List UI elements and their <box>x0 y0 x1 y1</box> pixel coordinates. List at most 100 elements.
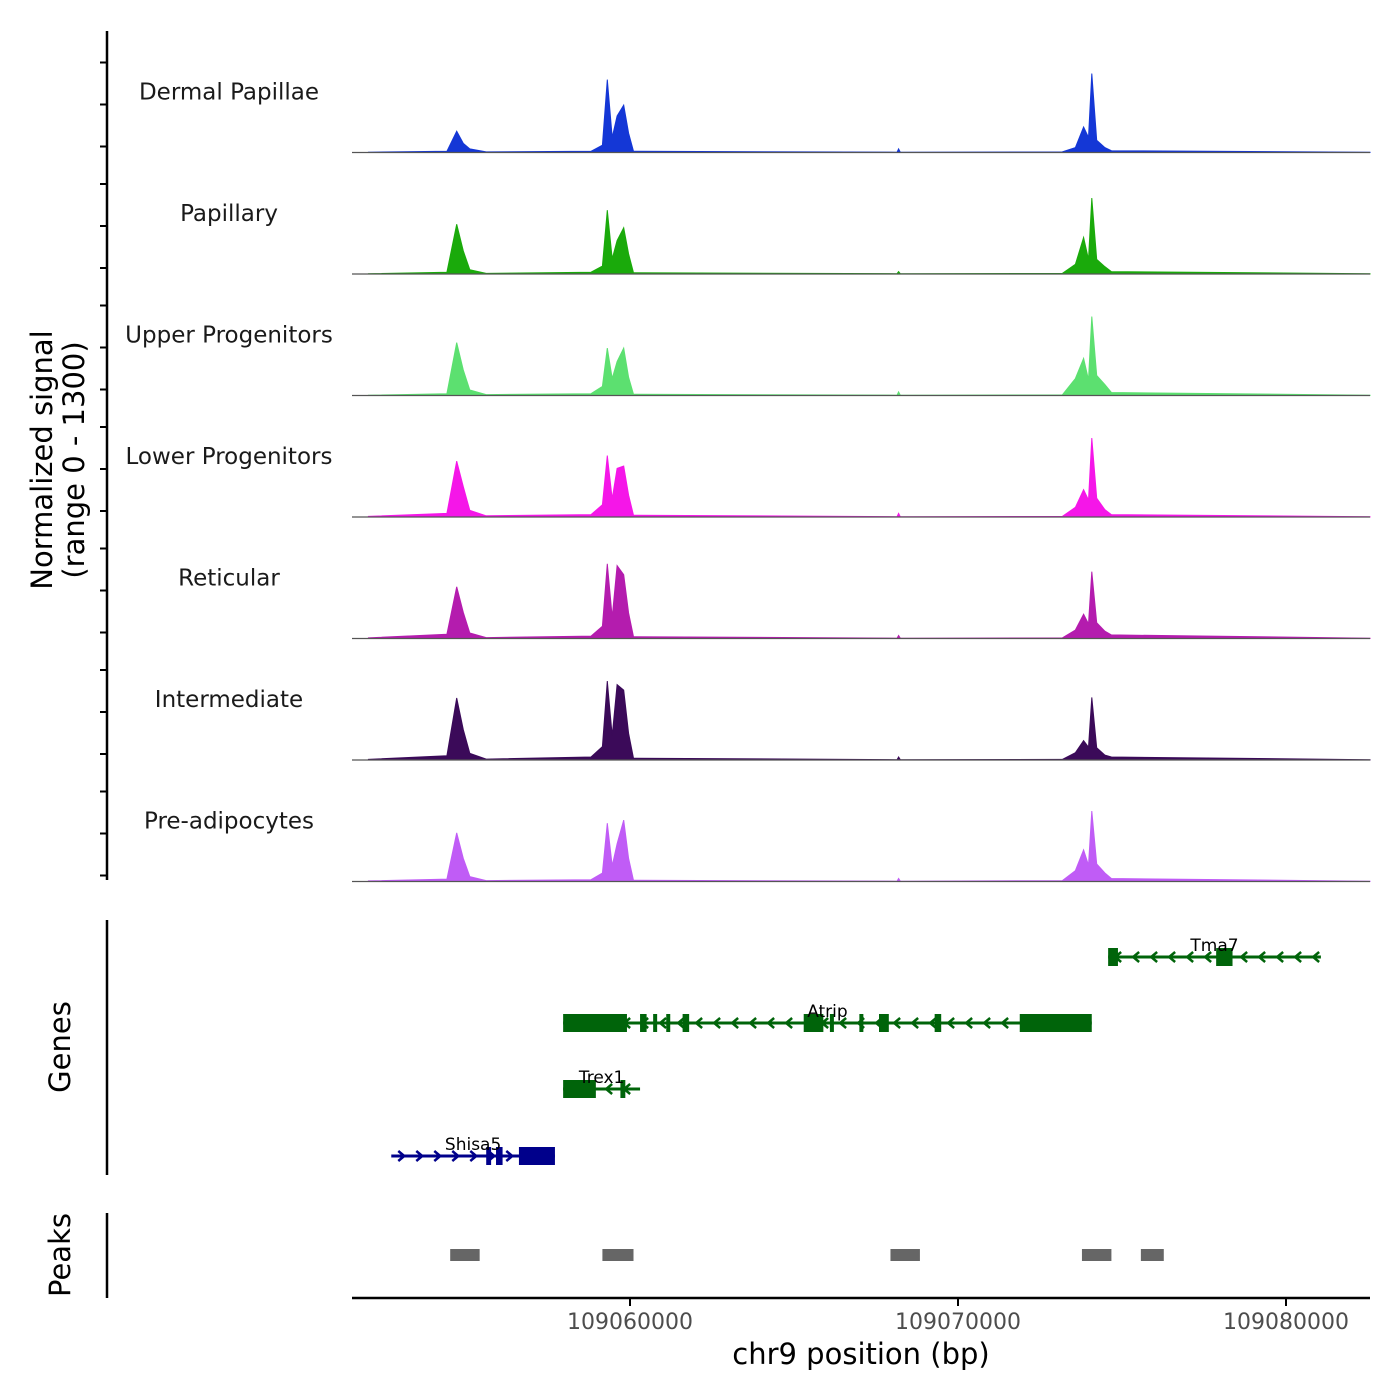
gene-exon <box>518 1147 555 1165</box>
strand-chevron <box>784 1017 793 1029</box>
strand-chevron <box>928 1017 937 1029</box>
strand-chevron <box>964 1017 973 1029</box>
gene-exon <box>486 1147 492 1165</box>
strand-chevron <box>1257 951 1266 963</box>
coverage-area <box>367 316 1371 396</box>
coverage-area <box>367 810 1371 882</box>
gene-exon <box>829 1014 834 1032</box>
y-axis-range-label: (range 0 - 1300) <box>57 341 91 578</box>
strand-chevron <box>1167 951 1176 963</box>
strand-chevron <box>1131 951 1140 963</box>
track-dermal-papillae: Dermal Papillae <box>139 73 1371 154</box>
gene-exon <box>563 1014 627 1032</box>
genes-axis-title: Genes <box>43 1001 77 1093</box>
gene-exon <box>879 1014 889 1032</box>
y-axis-title: Normalized signal <box>25 330 59 589</box>
track-label: Pre-adipocytes <box>144 809 314 835</box>
gene-exon <box>496 1147 503 1165</box>
x-tick-label: 109080000 <box>1223 1310 1349 1335</box>
x-tick-3: 109080000 <box>1223 1298 1349 1335</box>
track-label: Intermediate <box>155 687 303 713</box>
gene-label: Trex1 <box>578 1068 625 1088</box>
x-tick-1: 109060000 <box>567 1298 693 1335</box>
coverage-area <box>367 680 1371 761</box>
strand-chevron <box>766 1017 775 1029</box>
gene-tma7: Tma7 <box>1108 936 1321 966</box>
x-tick-label: 109060000 <box>567 1310 693 1335</box>
track-label: Lower Progenitors <box>126 444 333 470</box>
strand-chevron <box>892 1017 901 1029</box>
strand-chevron <box>451 1150 461 1162</box>
strand-chevron <box>712 1017 721 1029</box>
peak-track <box>450 1249 1164 1261</box>
track-intermediate: Intermediate <box>155 680 1371 761</box>
track-lower-progenitors: Lower Progenitors <box>126 437 1371 518</box>
gene-shisa5: Shisa5 <box>391 1135 555 1165</box>
gene-exon <box>653 1014 658 1032</box>
gene-exon <box>1216 948 1233 966</box>
signal-y-ticks <box>100 61 107 877</box>
track-label: Upper Progenitors <box>125 323 333 349</box>
gene-exon <box>934 1014 942 1032</box>
x-tick-2: 109070000 <box>895 1298 1021 1335</box>
track-label: Papillary <box>180 201 278 227</box>
gene-exon <box>666 1014 671 1032</box>
peak-region <box>890 1249 920 1261</box>
strand-chevron <box>946 1017 955 1029</box>
strand-chevron <box>1239 951 1248 963</box>
strand-chevron <box>838 1017 847 1029</box>
strand-chevron <box>730 1017 739 1029</box>
gene-track: Tma7 Atrip Trex1 Shisa5 <box>391 936 1321 1165</box>
strand-chevron <box>397 1150 407 1162</box>
strand-chevron <box>910 1017 919 1029</box>
gene-exon <box>1019 1014 1092 1032</box>
peak-region <box>450 1249 480 1261</box>
gene-label: Atrip <box>807 1002 848 1022</box>
gene-exon <box>563 1080 596 1098</box>
coverage-area <box>367 563 1371 639</box>
peak-region <box>1140 1249 1164 1261</box>
x-tick-label: 109070000 <box>895 1310 1021 1335</box>
gene-exon <box>682 1014 690 1032</box>
strand-chevron <box>1275 951 1284 963</box>
track-upper-progenitors: Upper Progenitors <box>125 316 1371 397</box>
x-axis-title: chr9 position (bp) <box>732 1337 989 1371</box>
coverage-area <box>367 437 1371 518</box>
strand-chevron <box>433 1150 443 1162</box>
track-label: Reticular <box>178 566 280 592</box>
gene-trex1: Trex1 <box>563 1068 641 1098</box>
gene-exon <box>859 1014 864 1032</box>
peak-region <box>1081 1249 1112 1261</box>
track-reticular: Reticular <box>178 563 1371 640</box>
coverage-area <box>367 73 1371 153</box>
strand-chevron <box>1149 951 1158 963</box>
strand-chevron <box>1000 1017 1009 1029</box>
strand-chevron <box>982 1017 991 1029</box>
strand-chevron <box>469 1150 479 1162</box>
strand-chevron <box>1311 951 1320 963</box>
gene-exon <box>803 1014 824 1032</box>
coverage-area <box>367 197 1371 275</box>
strand-chevron <box>676 1017 685 1029</box>
strand-chevron <box>658 1017 667 1029</box>
strand-chevron <box>1185 951 1194 963</box>
strand-chevron <box>1293 951 1302 963</box>
strand-chevron <box>604 1083 613 1095</box>
peak-region <box>602 1249 634 1261</box>
strand-chevron <box>694 1017 703 1029</box>
gene-label: Shisa5 <box>445 1135 501 1155</box>
track-pre-adipocytes: Pre-adipocytes <box>144 809 1371 883</box>
gene-exon <box>620 1080 626 1098</box>
strand-chevron <box>1203 951 1212 963</box>
gene-label: Tma7 <box>1189 936 1238 956</box>
gene-exon <box>640 1014 647 1032</box>
gene-atrip: Atrip <box>563 1002 1092 1032</box>
strand-chevron <box>415 1150 425 1162</box>
gene-exon <box>1108 948 1118 966</box>
strand-chevron <box>748 1017 757 1029</box>
track-papillary: Papillary <box>180 197 1371 275</box>
peaks-axis-title: Peaks <box>43 1213 77 1297</box>
strand-chevron <box>505 1150 515 1162</box>
signal-tracks: Dermal Papillae Papillary Upper Progenitor… <box>125 73 1371 883</box>
